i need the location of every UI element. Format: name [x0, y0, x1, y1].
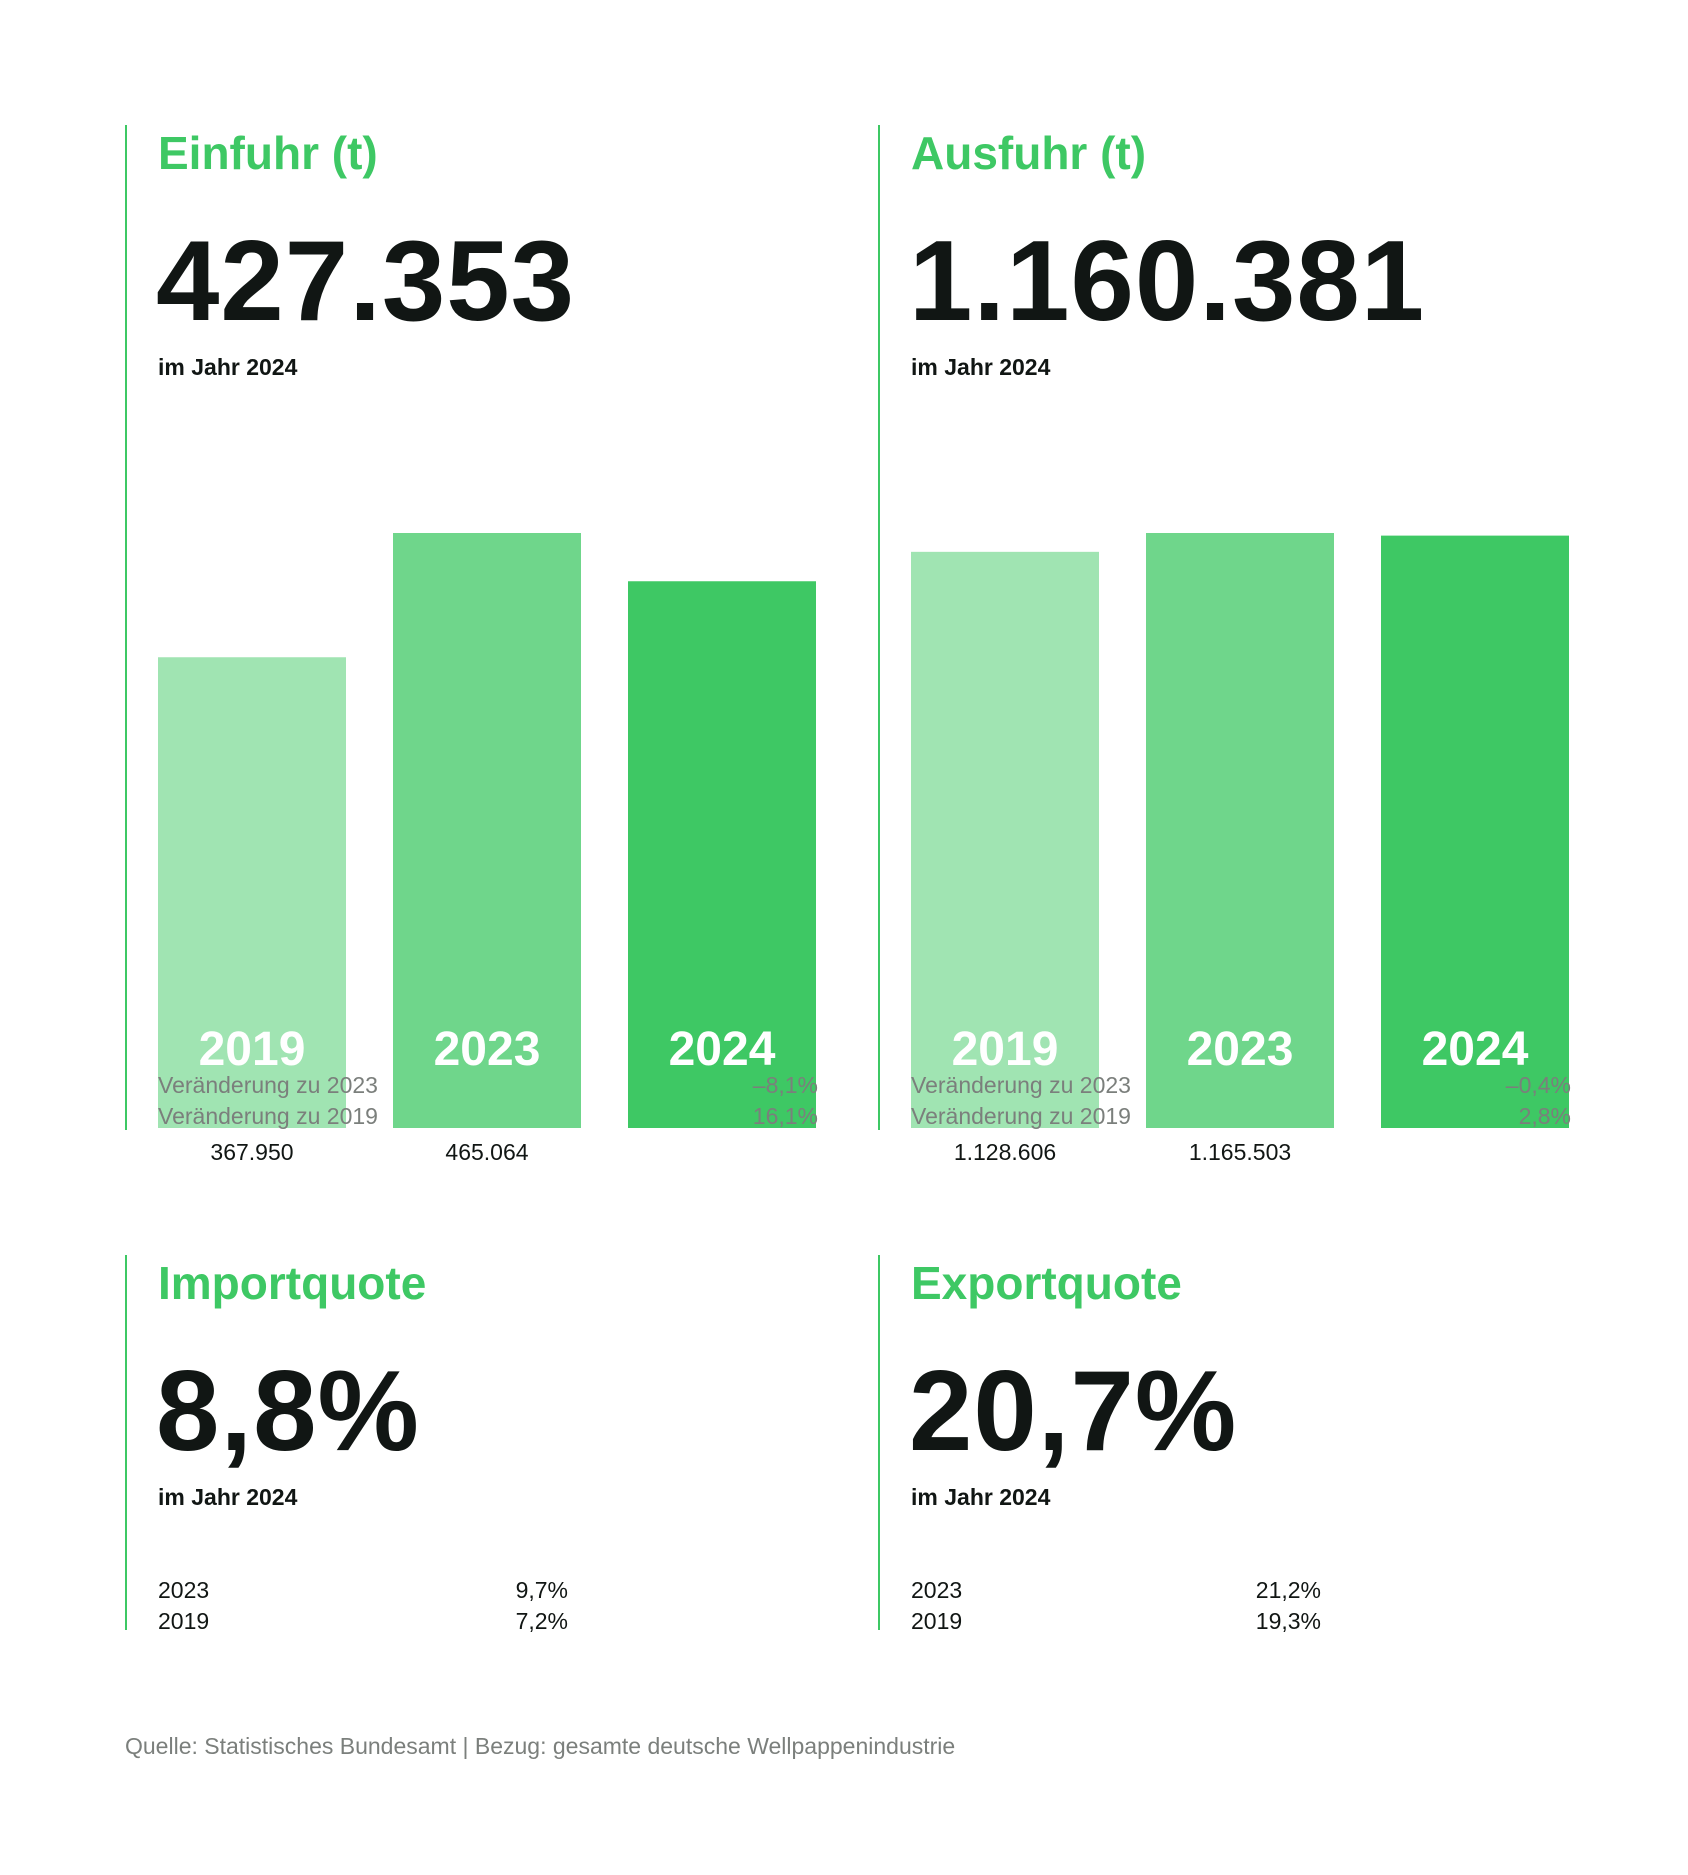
einfuhr-bar-value-label: 465.064 [445, 1139, 528, 1165]
exportquote-value: 20,7% [909, 1348, 1238, 1475]
history-year: 2023 [911, 1577, 963, 1603]
einfuhr-changes: Veränderung zu 2023 –8,1% Veränderung zu… [158, 1070, 818, 1132]
ausfuhr-bar-2019 [911, 551, 1099, 1128]
change-value: 2,8% [1518, 1103, 1571, 1129]
importquote-panel: Importquote 8,8% im Jahr 2024 2023 9,7% … [125, 1255, 857, 1634]
ausfuhr-changes: Veränderung zu 2023 –0,4% Veränderung zu… [911, 1070, 1571, 1132]
change-label: Veränderung zu 2023 [911, 1072, 1131, 1098]
einfuhr-bar-year-label: 2019 [199, 1023, 306, 1076]
importquote-history: 2023 9,7% 2019 7,2% [158, 1575, 568, 1637]
ausfuhr-bar-value-label: 1.128.606 [954, 1139, 1056, 1165]
einfuhr-title: Einfuhr (t) [158, 127, 378, 179]
change-row: Veränderung zu 2023 –8,1% [158, 1070, 818, 1101]
history-value: 21,2% [1255, 1577, 1321, 1603]
ausfuhr-panel: 2019 1.128.606 2023 1.165.503 2024 Ausfuhr (… [878, 125, 1610, 1165]
source-note: Quelle: Statistisches Bundesamt | Bezug:… [125, 1733, 956, 1759]
change-row: Veränderung zu 2019 2,8% [911, 1101, 1571, 1132]
history-value: 9,7% [515, 1577, 568, 1603]
importquote-value: 8,8% [156, 1348, 420, 1475]
history-value: 19,3% [1255, 1608, 1321, 1634]
history-row: 2019 7,2% [158, 1606, 568, 1637]
ausfuhr-subtitle: im Jahr 2024 [911, 354, 1051, 380]
einfuhr-bar-value-label: 367.950 [210, 1139, 293, 1165]
einfuhr-bar-2024 [628, 581, 816, 1128]
change-value: –0,4% [1505, 1072, 1571, 1098]
ausfuhr-bar-2023 [1146, 533, 1334, 1128]
history-value: 7,2% [515, 1608, 568, 1634]
ausfuhr-bar-year-label: 2024 [1422, 1023, 1529, 1076]
einfuhr-bar-2019 [158, 657, 346, 1128]
importquote-subtitle: im Jahr 2024 [158, 1484, 298, 1510]
history-year: 2019 [158, 1608, 210, 1634]
change-label: Veränderung zu 2019 [911, 1103, 1131, 1129]
change-label: Veränderung zu 2023 [158, 1072, 378, 1098]
einfuhr-bar-2023 [393, 533, 581, 1128]
history-row: 2023 9,7% [158, 1575, 568, 1606]
ausfuhr-bar-year-label: 2023 [1187, 1023, 1294, 1076]
einfuhr-bar-year-label: 2024 [669, 1023, 776, 1076]
einfuhr-subtitle: im Jahr 2024 [158, 354, 298, 380]
einfuhr-panel: 2019 367.950 2023 465.064 2024 Einfuhr (t) 4… [125, 125, 857, 1165]
change-row: Veränderung zu 2023 –0,4% [911, 1070, 1571, 1101]
ausfuhr-title: Ausfuhr (t) [911, 127, 1147, 179]
ausfuhr-bar-year-label: 2019 [952, 1023, 1059, 1076]
change-row: Veränderung zu 2019 16,1% [158, 1101, 818, 1132]
history-row: 2023 21,2% [911, 1575, 1321, 1606]
exportquote-title: Exportquote [911, 1257, 1182, 1309]
history-year: 2019 [911, 1608, 963, 1634]
exportquote-history: 2023 21,2% 2019 19,3% [911, 1575, 1321, 1637]
einfuhr-bar-year-label: 2023 [434, 1023, 541, 1076]
ausfuhr-value: 1.160.381 [909, 218, 1426, 345]
exportquote-panel: Exportquote 20,7% im Jahr 2024 2023 21,2… [878, 1255, 1610, 1634]
change-value: –8,1% [752, 1072, 818, 1098]
exportquote-subtitle: im Jahr 2024 [911, 1484, 1051, 1510]
ausfuhr-bar-2024 [1381, 535, 1569, 1128]
history-row: 2019 19,3% [911, 1606, 1321, 1637]
ausfuhr-bar-chart: 2019 1.128.606 2023 1.165.503 2024 [911, 533, 1569, 1165]
einfuhr-value: 427.353 [156, 218, 576, 345]
ausfuhr-bar-value-label: 1.165.503 [1189, 1139, 1291, 1165]
einfuhr-bar-chart: 2019 367.950 2023 465.064 2024 [158, 533, 816, 1165]
change-label: Veränderung zu 2019 [158, 1103, 378, 1129]
change-value: 16,1% [752, 1103, 818, 1129]
importquote-title: Importquote [158, 1257, 427, 1309]
history-year: 2023 [158, 1577, 210, 1603]
